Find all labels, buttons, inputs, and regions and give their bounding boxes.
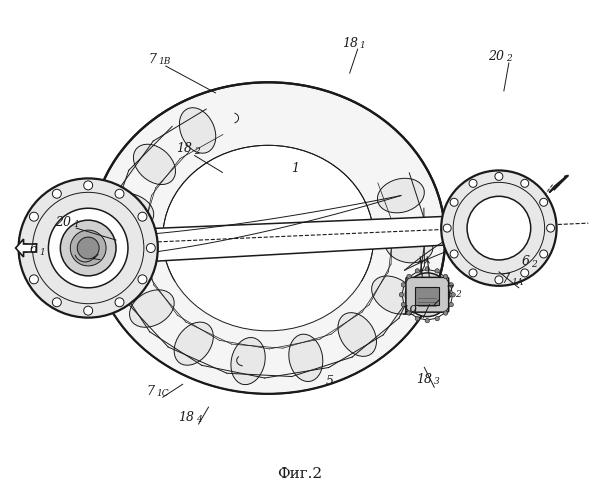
Text: 1B: 1B	[158, 57, 170, 66]
Circle shape	[521, 269, 529, 277]
Ellipse shape	[106, 245, 154, 278]
Circle shape	[443, 311, 448, 315]
Circle shape	[467, 196, 531, 260]
Circle shape	[401, 282, 406, 287]
Circle shape	[49, 208, 128, 288]
Text: 2: 2	[194, 146, 199, 156]
Text: 6: 6	[522, 256, 530, 268]
Circle shape	[61, 220, 116, 276]
Ellipse shape	[338, 312, 376, 356]
Circle shape	[469, 180, 477, 188]
Text: 20: 20	[55, 216, 71, 228]
Circle shape	[84, 181, 92, 190]
Ellipse shape	[163, 146, 374, 331]
Circle shape	[146, 244, 155, 252]
Circle shape	[415, 268, 419, 273]
Text: 7: 7	[445, 286, 453, 298]
Circle shape	[84, 306, 92, 315]
Text: 1A: 1A	[511, 278, 524, 287]
Ellipse shape	[174, 322, 214, 365]
Circle shape	[52, 298, 61, 306]
FancyBboxPatch shape	[406, 278, 449, 312]
Ellipse shape	[107, 193, 154, 228]
Text: 5: 5	[326, 375, 334, 388]
Ellipse shape	[385, 229, 433, 263]
Circle shape	[451, 292, 455, 297]
Circle shape	[425, 318, 430, 323]
Circle shape	[407, 274, 411, 278]
Text: 4: 4	[196, 415, 202, 424]
Circle shape	[138, 212, 147, 221]
Text: 3: 3	[434, 378, 440, 386]
Text: 6: 6	[29, 244, 37, 256]
Circle shape	[539, 198, 548, 206]
Ellipse shape	[231, 338, 265, 384]
Text: 2: 2	[531, 260, 537, 269]
Text: 18: 18	[176, 142, 191, 155]
Circle shape	[21, 244, 30, 252]
Circle shape	[521, 180, 529, 188]
Circle shape	[115, 298, 124, 306]
Ellipse shape	[130, 290, 174, 327]
Text: 1: 1	[39, 248, 45, 257]
Circle shape	[19, 178, 158, 318]
Ellipse shape	[371, 276, 416, 314]
Polygon shape	[16, 239, 37, 257]
Circle shape	[443, 274, 448, 278]
Circle shape	[29, 212, 38, 221]
Text: 1: 1	[291, 162, 299, 175]
Circle shape	[539, 250, 548, 258]
Text: 7: 7	[149, 52, 157, 66]
Circle shape	[29, 275, 38, 284]
Circle shape	[52, 190, 61, 198]
Text: 2: 2	[455, 290, 460, 299]
Circle shape	[495, 172, 503, 180]
Circle shape	[450, 198, 458, 206]
Text: 2: 2	[506, 54, 512, 63]
Circle shape	[415, 316, 419, 321]
Circle shape	[138, 275, 147, 284]
Polygon shape	[549, 176, 569, 192]
Circle shape	[70, 230, 106, 266]
Ellipse shape	[289, 334, 323, 382]
Circle shape	[425, 266, 430, 271]
Text: 18: 18	[416, 373, 433, 386]
Text: 18: 18	[342, 36, 358, 50]
Ellipse shape	[133, 144, 176, 184]
Circle shape	[407, 311, 411, 315]
Circle shape	[77, 237, 99, 259]
Text: 20: 20	[488, 50, 504, 62]
Circle shape	[399, 292, 404, 297]
Text: 19: 19	[401, 305, 418, 318]
Text: Фиг.2: Фиг.2	[277, 467, 323, 481]
FancyBboxPatch shape	[415, 287, 439, 304]
Text: 1C: 1C	[157, 389, 169, 398]
Circle shape	[469, 269, 477, 277]
Text: 7: 7	[502, 274, 510, 286]
Circle shape	[547, 224, 554, 232]
Text: 7: 7	[147, 384, 155, 398]
Ellipse shape	[377, 178, 424, 213]
Circle shape	[435, 316, 439, 321]
Circle shape	[441, 170, 557, 286]
Circle shape	[115, 190, 124, 198]
Text: 18: 18	[178, 410, 194, 424]
Circle shape	[435, 268, 439, 273]
Circle shape	[495, 276, 503, 284]
Circle shape	[449, 282, 454, 287]
Circle shape	[443, 224, 451, 232]
Circle shape	[449, 302, 454, 307]
Text: 1: 1	[359, 41, 365, 50]
Text: 1: 1	[73, 220, 79, 229]
Circle shape	[406, 273, 449, 316]
Ellipse shape	[91, 82, 445, 394]
Circle shape	[450, 250, 458, 258]
Ellipse shape	[179, 108, 216, 153]
Polygon shape	[88, 214, 499, 265]
Circle shape	[401, 302, 406, 307]
